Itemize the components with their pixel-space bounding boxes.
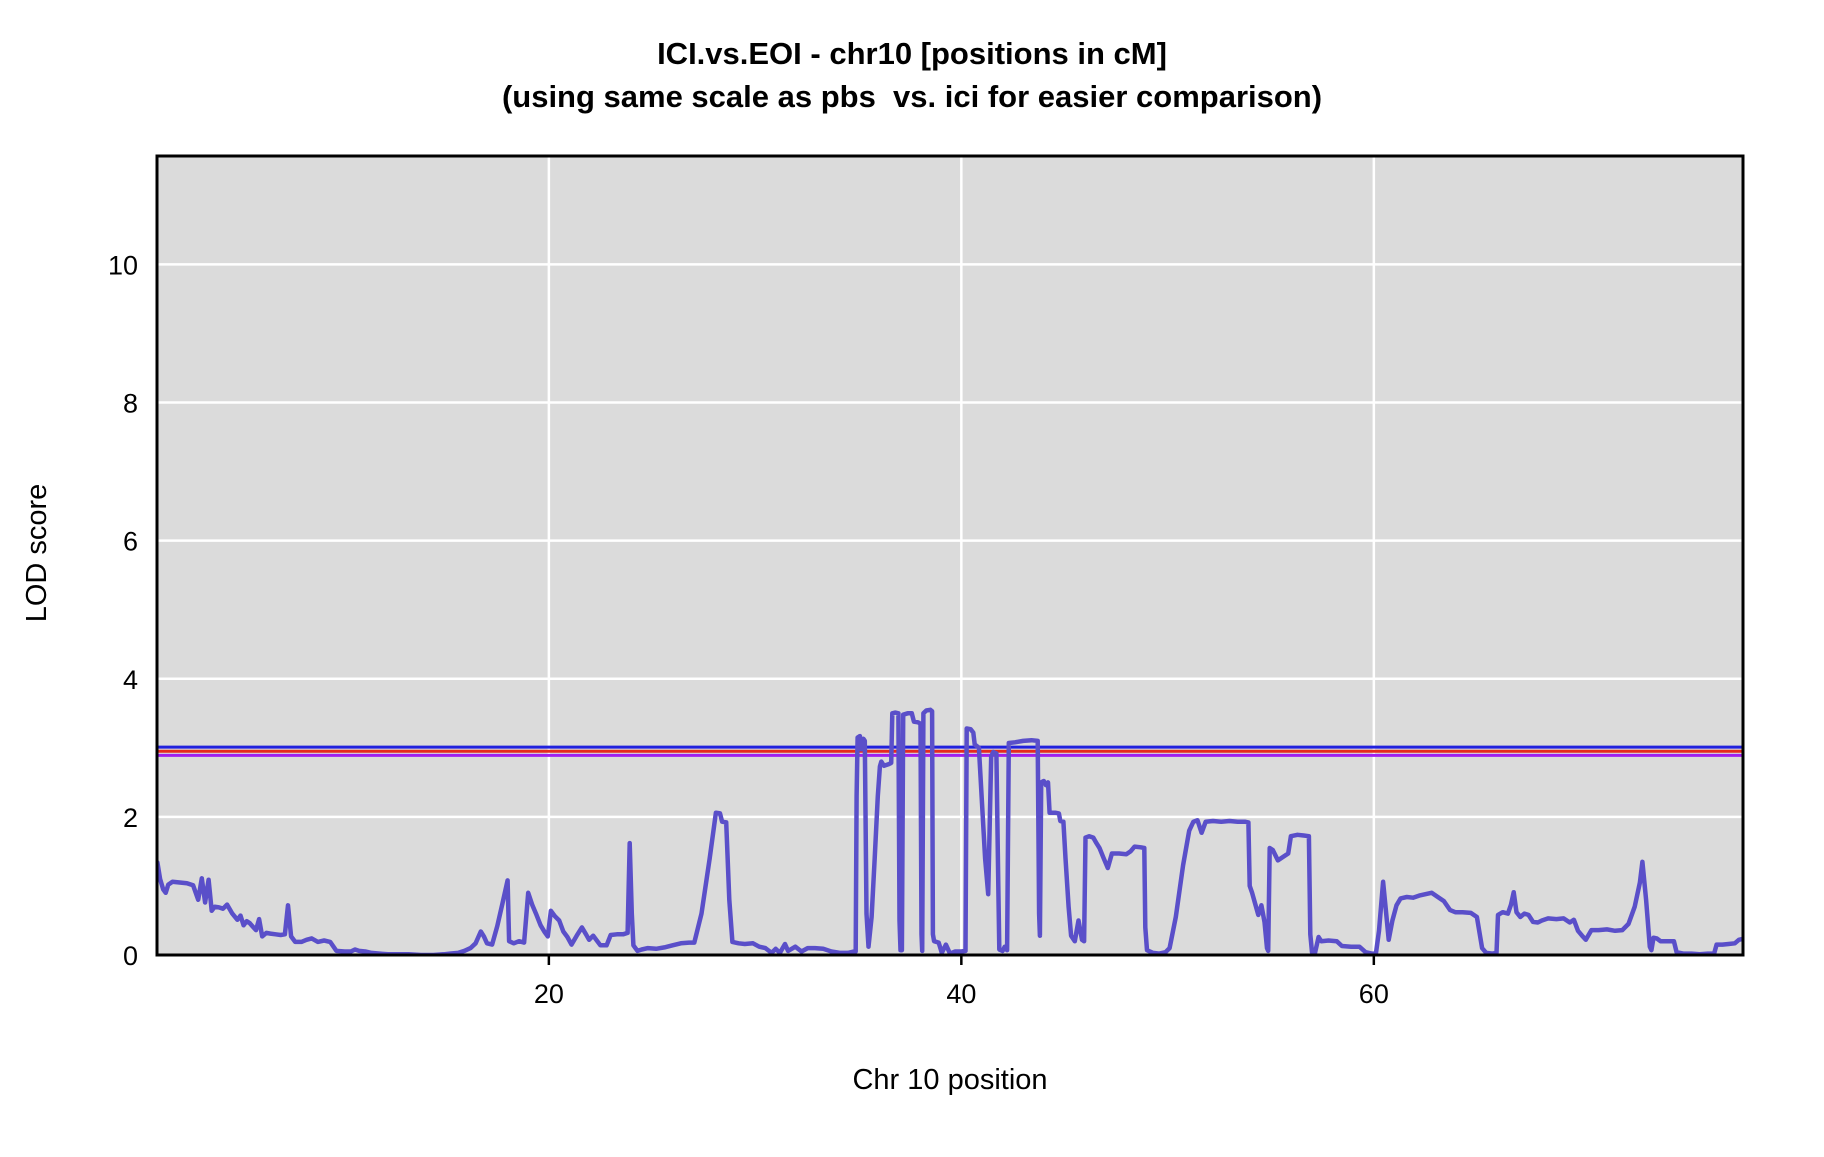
y-tick-label: 8 [123,389,138,419]
y-tick-label: 4 [123,665,138,695]
y-tick-label: 10 [108,250,138,280]
plot-border [155,154,1745,957]
plot-area [157,156,1743,955]
y-axis-title: LOD score [21,484,53,623]
chart-title: ICI.vs.EOI - chr10 [positions in cM] [657,36,1167,71]
y-tick-label: 2 [123,803,138,833]
y-tick-label: 6 [123,527,138,557]
chart-subtitle: (using same scale as pbs vs. ici for eas… [502,79,1322,114]
x-axis-title: Chr 10 position [852,1064,1047,1096]
y-tick-label: 0 [123,941,138,971]
lod-curve [157,707,1743,955]
x-tick-label: 60 [1359,979,1389,1009]
x-tick-label: 20 [534,979,564,1009]
x-tick-label: 40 [946,979,976,1009]
